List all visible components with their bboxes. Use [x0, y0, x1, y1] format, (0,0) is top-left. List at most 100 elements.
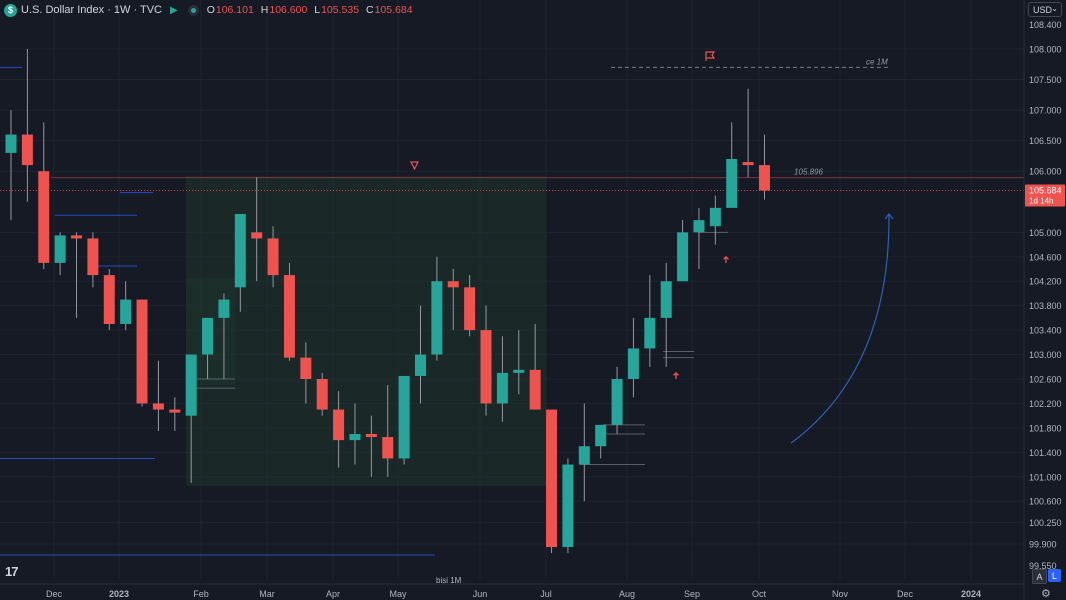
- candle-body[interactable]: [333, 409, 345, 441]
- candle-body[interactable]: [464, 287, 476, 331]
- candle-body[interactable]: [185, 354, 197, 416]
- candle[interactable]: [546, 409, 558, 554]
- candle[interactable]: [120, 281, 132, 331]
- candle-body[interactable]: [120, 299, 132, 324]
- candle-body[interactable]: [21, 134, 33, 166]
- candle[interactable]: [103, 269, 115, 331]
- candle-body[interactable]: [398, 375, 410, 459]
- candle[interactable]: [5, 110, 17, 221]
- candle-body[interactable]: [693, 220, 705, 233]
- candle-body[interactable]: [300, 357, 312, 379]
- candle[interactable]: [578, 403, 590, 502]
- candle[interactable]: [529, 324, 541, 410]
- candle[interactable]: [71, 232, 83, 318]
- candle-body[interactable]: [87, 238, 99, 276]
- candle[interactable]: [136, 299, 148, 407]
- candle-body[interactable]: [71, 235, 83, 239]
- candle[interactable]: [758, 134, 770, 200]
- candle[interactable]: [251, 177, 263, 282]
- candle[interactable]: [365, 415, 377, 477]
- candle[interactable]: [283, 262, 295, 361]
- candle[interactable]: [627, 317, 639, 398]
- candle[interactable]: [333, 391, 345, 468]
- candle-body[interactable]: [480, 330, 492, 404]
- candle[interactable]: [480, 305, 492, 416]
- candle-body[interactable]: [218, 299, 230, 318]
- flag-marker-icon[interactable]: [705, 51, 716, 61]
- auto-scale-button[interactable]: A: [1032, 569, 1047, 584]
- candle[interactable]: [185, 354, 197, 483]
- candle[interactable]: [595, 424, 607, 459]
- candle-body[interactable]: [611, 379, 623, 425]
- symbol-title[interactable]: U.S. Dollar Index · 1W · TVC: [21, 4, 162, 16]
- candle[interactable]: [349, 403, 361, 465]
- candle[interactable]: [464, 275, 476, 337]
- candle[interactable]: [54, 232, 66, 276]
- candle-body[interactable]: [54, 235, 66, 263]
- candle[interactable]: [218, 293, 230, 379]
- candle-body[interactable]: [202, 317, 214, 355]
- candle[interactable]: [152, 360, 164, 431]
- candle-body[interactable]: [562, 464, 574, 548]
- tradingview-logo-icon[interactable]: 17: [5, 564, 19, 579]
- candle-body[interactable]: [660, 281, 672, 318]
- candle[interactable]: [267, 226, 279, 288]
- down-arrow-marker-icon[interactable]: [410, 161, 419, 171]
- candle-body[interactable]: [595, 424, 607, 447]
- candle[interactable]: [693, 207, 705, 269]
- candle-body[interactable]: [382, 437, 394, 459]
- candle-body[interactable]: [234, 214, 246, 288]
- log-scale-button[interactable]: L: [1048, 569, 1061, 582]
- candle-body[interactable]: [431, 281, 443, 355]
- candle-body[interactable]: [365, 434, 377, 438]
- candle-body[interactable]: [349, 434, 361, 441]
- candle-body[interactable]: [136, 299, 148, 404]
- candle-body[interactable]: [5, 134, 17, 153]
- candle-body[interactable]: [546, 409, 558, 548]
- candle-body[interactable]: [447, 281, 459, 288]
- candles[interactable]: [5, 49, 770, 554]
- candle-body[interactable]: [677, 232, 689, 282]
- candle-body[interactable]: [169, 409, 181, 413]
- candle-body[interactable]: [742, 162, 754, 166]
- candle[interactable]: [644, 275, 656, 367]
- flag-icon[interactable]: ▶: [170, 4, 178, 16]
- candle[interactable]: [316, 372, 328, 416]
- candle[interactable]: [726, 122, 738, 208]
- candle[interactable]: [87, 232, 99, 288]
- market-status-icon[interactable]: [187, 4, 199, 16]
- price-axis[interactable]: 108.000 107.500 107.000 106.500 106.000 105.0…: [1023, 0, 1066, 600]
- up-arrow-marker-icon[interactable]: [673, 371, 679, 379]
- candle-body[interactable]: [103, 275, 115, 324]
- candle-body[interactable]: [644, 317, 656, 349]
- candle-body[interactable]: [267, 238, 279, 276]
- candle-body[interactable]: [627, 348, 639, 379]
- candle[interactable]: [709, 195, 721, 245]
- candle[interactable]: [415, 305, 426, 404]
- candle-body[interactable]: [283, 275, 295, 358]
- candle[interactable]: [677, 220, 689, 282]
- candle-body[interactable]: [415, 354, 426, 376]
- candle-body[interactable]: [251, 232, 263, 239]
- candle[interactable]: [169, 397, 181, 431]
- candle-body[interactable]: [513, 369, 525, 373]
- candle[interactable]: [431, 256, 443, 361]
- candle[interactable]: [21, 49, 33, 202]
- projection-curve[interactable]: [790, 213, 890, 444]
- candle[interactable]: [611, 366, 623, 434]
- candle-body[interactable]: [316, 379, 328, 410]
- candle-body[interactable]: [38, 171, 50, 263]
- candle[interactable]: [562, 458, 574, 554]
- candle[interactable]: [660, 262, 672, 367]
- candle-body[interactable]: [496, 372, 508, 404]
- up-arrow-marker-icon[interactable]: [723, 255, 729, 263]
- candle-body[interactable]: [726, 159, 738, 208]
- settings-gear-icon[interactable]: ⚙: [1041, 588, 1051, 600]
- candle-body[interactable]: [152, 403, 164, 410]
- candle-body[interactable]: [709, 207, 721, 227]
- candle[interactable]: [300, 342, 312, 404]
- candle[interactable]: [382, 385, 394, 477]
- currency-select[interactable]: USD ⌄: [1028, 2, 1062, 17]
- candle[interactable]: [398, 375, 410, 465]
